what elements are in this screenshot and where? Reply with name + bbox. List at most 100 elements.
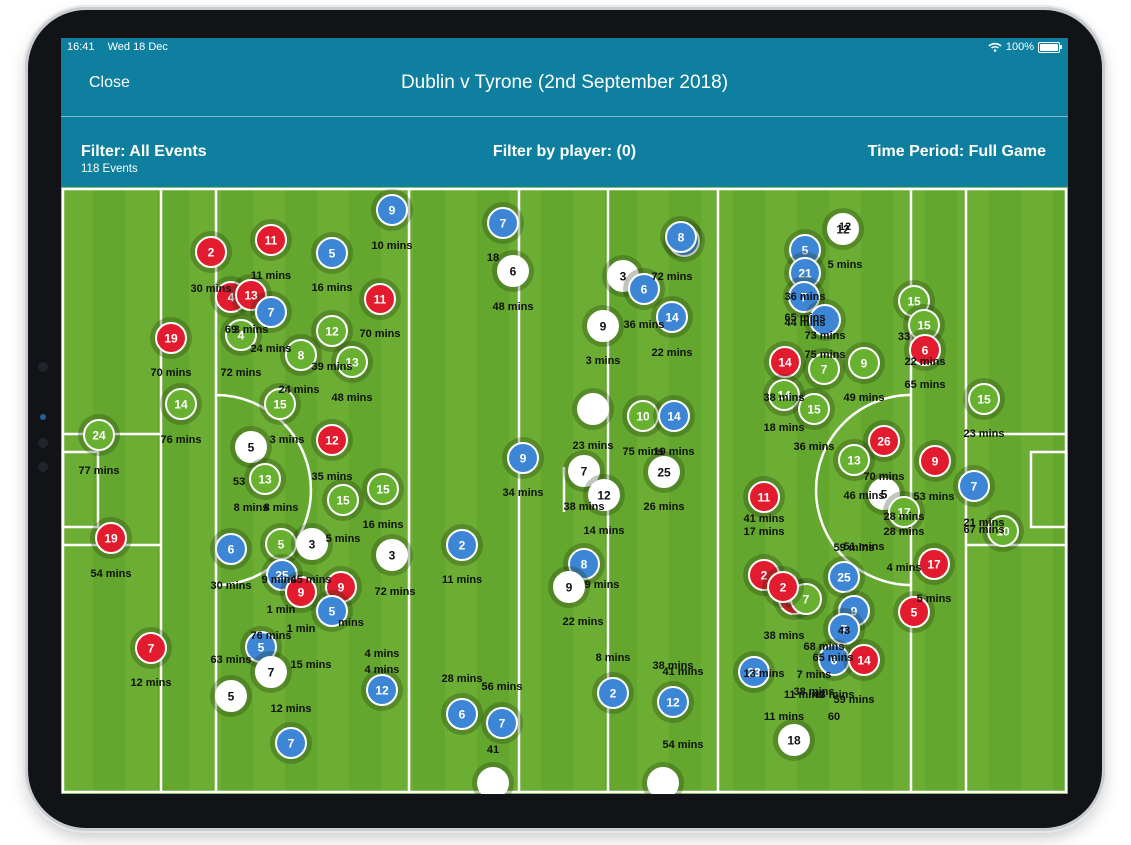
- event-marker[interactable]: 2: [592, 672, 634, 714]
- event-marker[interactable]: [804, 299, 846, 341]
- event-dot: [316, 315, 348, 347]
- player-filter-button[interactable]: Filter by player: (0): [492, 143, 637, 160]
- event-time-label: 12 mins: [271, 703, 312, 715]
- event-marker[interactable]: 14: [651, 296, 693, 338]
- event-marker[interactable]: 15: [259, 383, 301, 425]
- event-marker[interactable]: 12: [652, 681, 694, 723]
- event-marker[interactable]: 5: [311, 590, 353, 632]
- event-marker[interactable]: 12: [583, 474, 625, 516]
- event-marker[interactable]: 25: [643, 451, 685, 493]
- event-marker[interactable]: 10: [982, 510, 1024, 552]
- event-marker[interactable]: 7: [481, 702, 523, 744]
- event-marker[interactable]: 3: [291, 523, 333, 565]
- event-marker[interactable]: 14: [763, 374, 805, 416]
- side-sensor-icon: [38, 462, 48, 472]
- event-marker[interactable]: 12: [311, 419, 353, 461]
- event-marker[interactable]: 7: [130, 627, 172, 669]
- event-marker[interactable]: 6: [904, 329, 946, 371]
- event-marker[interactable]: 4: [220, 314, 262, 356]
- event-marker[interactable]: 5: [230, 426, 272, 468]
- event-marker[interactable]: 12: [361, 669, 403, 711]
- event-marker[interactable]: 15: [963, 378, 1005, 420]
- event-marker[interactable]: 15: [322, 479, 364, 521]
- event-dot: [658, 400, 690, 432]
- event-marker[interactable]: 6: [623, 268, 665, 310]
- event-marker[interactable]: 13: [833, 439, 875, 481]
- event-marker[interactable]: 5: [210, 675, 252, 717]
- event-marker[interactable]: 8: [280, 334, 322, 376]
- event-marker[interactable]: 23: [733, 651, 775, 693]
- event-marker[interactable]: [572, 388, 614, 430]
- event-marker[interactable]: 5: [784, 229, 826, 271]
- event-marker[interactable]: 7: [250, 291, 292, 333]
- event-marker[interactable]: 5: [260, 523, 302, 565]
- event-marker[interactable]: 24: [78, 414, 120, 456]
- event-marker[interactable]: 7: [953, 465, 995, 507]
- event-marker[interactable]: 7: [783, 276, 825, 318]
- event-marker[interactable]: 12: [822, 208, 864, 250]
- event-marker[interactable]: 19: [90, 517, 132, 559]
- event-marker[interactable]: 9: [548, 566, 590, 608]
- event-marker[interactable]: 14: [764, 341, 806, 383]
- event-marker[interactable]: 21: [784, 252, 826, 294]
- event-marker[interactable]: 9: [502, 437, 544, 479]
- event-marker[interactable]: 7: [482, 202, 524, 244]
- event-marker[interactable]: 5: [893, 591, 935, 633]
- event-marker[interactable]: 15: [362, 468, 404, 510]
- event-marker[interactable]: 2: [190, 231, 232, 273]
- event-marker[interactable]: 15: [903, 304, 945, 346]
- event-marker[interactable]: 6: [492, 250, 534, 292]
- event-marker[interactable]: 11: [743, 476, 785, 518]
- event-marker[interactable]: 11: [250, 219, 292, 261]
- event-marker[interactable]: [642, 762, 684, 794]
- event-marker[interactable]: 9: [914, 440, 956, 482]
- event-marker[interactable]: 6: [441, 693, 483, 735]
- event-time-label: 18: [487, 252, 499, 264]
- event-marker[interactable]: 7: [785, 578, 827, 620]
- event-marker[interactable]: 13: [331, 341, 373, 383]
- event-marker[interactable]: 5: [311, 232, 353, 274]
- event-filter-button[interactable]: Filter: All Events: [81, 143, 207, 160]
- event-dot: [376, 539, 408, 571]
- event-marker[interactable]: 6: [813, 639, 855, 681]
- event-player-number: 9: [389, 204, 396, 218]
- event-marker[interactable]: 13: [244, 458, 286, 500]
- event-time-label: 34 mins: [503, 487, 544, 499]
- event-time-label: 5 mins: [828, 259, 863, 271]
- event-marker[interactable]: 12: [311, 310, 353, 352]
- event-dot: [366, 674, 398, 706]
- event-marker[interactable]: 15: [793, 388, 835, 430]
- event-marker[interactable]: 9: [582, 305, 624, 347]
- event-marker[interactable]: 7: [563, 450, 605, 492]
- event-marker[interactable]: 6: [210, 528, 252, 570]
- event-marker[interactable]: 18: [773, 719, 815, 761]
- event-marker[interactable]: 11: [359, 278, 401, 320]
- event-marker[interactable]: 25: [823, 556, 865, 598]
- time-period-button[interactable]: Time Period: Full Game: [867, 143, 1046, 160]
- event-marker[interactable]: 2: [762, 566, 804, 608]
- event-marker[interactable]: 14: [653, 395, 695, 437]
- event-marker[interactable]: 17: [883, 491, 925, 533]
- event-marker[interactable]: 7: [250, 651, 292, 693]
- pitch-map[interactable]: 9211541374191112813151424512131515196533…: [61, 187, 1068, 794]
- event-marker[interactable]: 2: [441, 524, 483, 566]
- event-marker[interactable]: 19: [150, 317, 192, 359]
- event-marker[interactable]: 7: [803, 348, 845, 390]
- event-marker[interactable]: 7: [270, 722, 312, 764]
- event-player-number: 2: [761, 569, 768, 583]
- event-marker[interactable]: 9: [280, 571, 322, 613]
- event-marker[interactable]: 14: [160, 383, 202, 425]
- event-marker[interactable]: 26: [863, 420, 905, 462]
- event-marker[interactable]: 9: [371, 189, 413, 231]
- event-marker[interactable]: 17: [913, 543, 955, 585]
- close-button[interactable]: Close: [89, 74, 130, 91]
- event-marker[interactable]: 9: [843, 342, 885, 384]
- event-marker[interactable]: 10: [622, 395, 664, 437]
- event-marker[interactable]: 14: [843, 639, 885, 681]
- event-player-number: 5: [258, 641, 265, 655]
- event-marker[interactable]: [472, 762, 514, 794]
- event-marker[interactable]: 3: [371, 534, 413, 576]
- event-marker[interactable]: 7: [823, 608, 865, 650]
- event-marker[interactable]: 8: [660, 216, 702, 258]
- event-player-number: 7: [268, 666, 275, 680]
